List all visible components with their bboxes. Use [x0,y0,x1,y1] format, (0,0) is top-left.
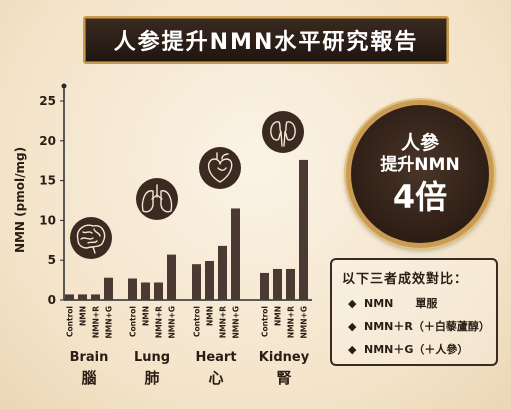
legend-item-text: NMN＋R（＋白藜蘆醇） [364,320,490,333]
y-tick-label: 25 [39,94,56,108]
y-tick-label: 5 [48,253,56,267]
y-tick-label: 15 [39,174,56,188]
bar-heart-0 [192,264,201,300]
bar-kidney-3 [299,159,308,300]
bar-brain-3 [104,277,113,300]
bar-label: NMN [206,306,215,326]
legend-item-text: NMN 單服 [364,297,438,310]
group-label-zh-brain: 腦 [81,369,96,387]
kidney-right [284,121,296,141]
badge-line-1: 人參 [400,132,439,154]
y-axis-cap [61,83,67,89]
lung-right [160,190,173,213]
bar-kidney-0 [260,272,269,300]
bar-brain-2 [91,294,100,300]
bar-heart-3 [231,208,240,300]
bar-brain-0 [65,294,74,300]
group-label-zh-lung: 肺 [144,369,159,387]
bar-label: NMN [142,306,151,326]
heart-icon [199,147,241,189]
diamond-bullet-icon: ◆ [348,297,357,310]
bar-label: Control [193,306,202,337]
brain-icon [70,217,112,259]
heart-outline [207,158,233,183]
comparison-legend: 以下三者成效對比： ◆ NMN 單服 ◆ NMN＋R（＋白藜蘆醇） ◆ NMN＋G（＋… [330,258,498,366]
bar-brain-1 [78,294,87,300]
bar-lung-0 [128,278,137,300]
bar-label: NMN+G [232,306,241,338]
brain-folds [80,228,101,254]
legend-title: 以下三者成效對比： [342,272,469,287]
group-label-zh-kidney: 腎 [276,369,291,387]
bar-label: Control [66,306,75,337]
bar-kidney-2 [286,268,295,300]
bar-label: NMN+R [219,306,228,338]
y-tick-label: 20 [39,134,56,148]
bar-lung-3 [167,254,176,300]
legend-item-nmn-r: ◆ NMN＋R（＋白藜蘆醇） [348,318,490,334]
group-label-heart: Heart [195,350,236,365]
badge-line-3: 4倍 [392,178,448,216]
bar-label: NMN [274,306,283,326]
diamond-bullet-icon: ◆ [348,320,357,333]
legend-item-nmn: ◆ NMN 單服 [348,295,486,311]
y-tick-label: 10 [39,213,56,227]
bar-label: NMN [79,306,88,326]
legend-item-nmn-g: ◆ NMN＋G（＋人參） [348,341,486,357]
bar-label: NMN+R [155,306,164,338]
bar-label: NMN+G [168,306,177,338]
bar-heart-1 [205,260,214,300]
bar-label: Control [261,306,270,337]
result-badge: 人參 提升NMN 4倍 [346,100,494,248]
bar-label: NMN+G [105,306,114,338]
y-axis-label: NMN (pmol/mg) [13,147,27,253]
bar-lung-1 [141,282,150,300]
group-label-kidney: Kidney [259,350,310,365]
title-banner: 人参提升NMN水平研究報告 [83,16,449,64]
group-label-lung: Lung [134,350,170,365]
group-label-brain: Brain [70,350,109,365]
kidneys-icon [262,111,304,153]
bar-label: NMN+R [287,306,296,338]
bar-label: NMN+R [92,306,101,338]
page-title: 人参提升NMN水平研究報告 [113,30,419,55]
kidney-left [270,121,282,141]
legend-item-text: NMN＋G（＋人參） [364,343,469,356]
diamond-bullet-icon: ◆ [348,343,357,356]
lung-left [141,190,154,213]
lungs-icon [136,178,178,220]
heart-vessels [216,152,229,171]
bar-label: Control [129,306,138,337]
bar-lung-2 [154,282,163,300]
badge-line-2: 提升NMN [380,155,460,175]
group-label-zh-heart: 心 [208,369,223,387]
bar-heart-2 [218,245,227,300]
y-tick-label: 0 [48,293,56,307]
ureters [280,131,286,147]
bar-kidney-1 [273,268,282,300]
bar-label: NMN+G [300,306,309,338]
brain-outline [76,224,106,249]
